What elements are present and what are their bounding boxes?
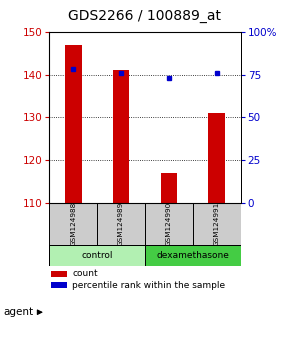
Bar xyxy=(193,203,241,245)
Text: dexamethasone: dexamethasone xyxy=(156,251,229,259)
Bar xyxy=(49,245,145,266)
Text: control: control xyxy=(81,251,113,259)
Text: agent: agent xyxy=(3,307,33,317)
Bar xyxy=(113,70,129,203)
Bar xyxy=(97,203,145,245)
Bar xyxy=(49,203,97,245)
Text: percentile rank within the sample: percentile rank within the sample xyxy=(72,281,225,290)
Text: GDS2266 / 100889_at: GDS2266 / 100889_at xyxy=(68,9,222,23)
Text: GSM124990: GSM124990 xyxy=(166,202,172,246)
Bar xyxy=(51,270,66,277)
Text: GSM124991: GSM124991 xyxy=(214,202,220,246)
Bar xyxy=(145,245,241,266)
Text: count: count xyxy=(72,269,98,278)
Bar xyxy=(65,45,81,203)
Text: GSM124989: GSM124989 xyxy=(118,202,124,246)
Text: GSM124988: GSM124988 xyxy=(70,202,76,246)
Bar xyxy=(145,203,193,245)
Bar xyxy=(51,282,66,288)
Bar xyxy=(161,173,177,203)
Bar xyxy=(209,113,225,203)
